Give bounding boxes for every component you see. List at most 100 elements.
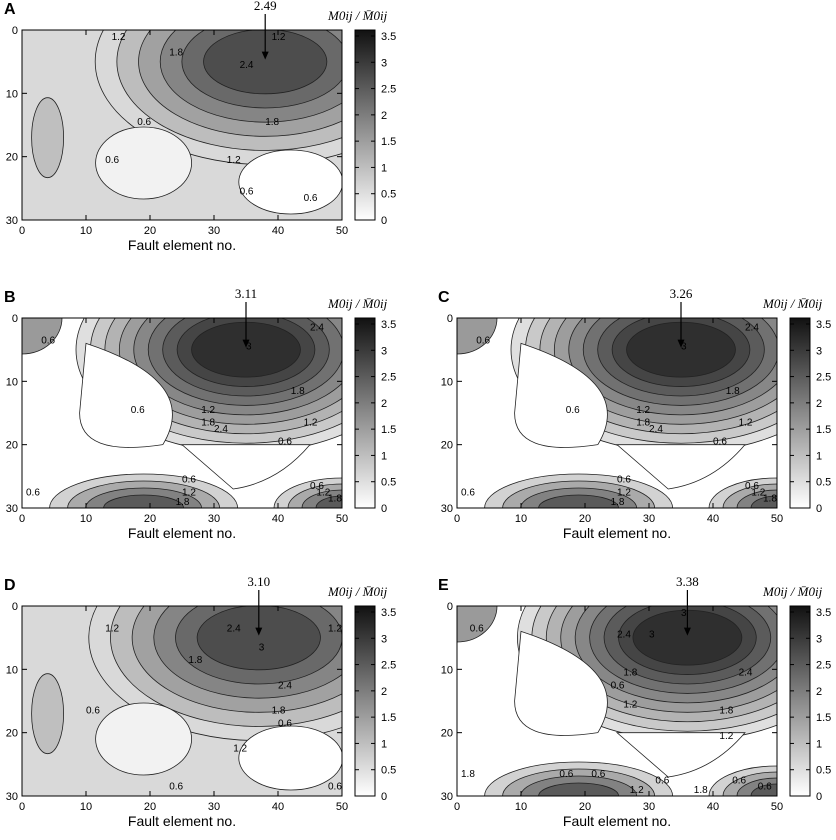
contour-band: [514, 630, 608, 736]
contour-band: [95, 702, 192, 776]
peak-arrowhead: [261, 51, 269, 60]
colorbar-tick-label: 1: [381, 738, 387, 750]
colorbar-gradient: [354, 317, 376, 509]
plot-frame: [21, 317, 343, 509]
x-tick-label: 40: [707, 513, 719, 525]
colorbar: 0 0.5 1 1.5 2 2.5 3 3.5 M0ij / M̄0ij: [762, 584, 831, 803]
contour-label: 1.2: [227, 155, 241, 166]
colorbar-tick-label: 3: [816, 633, 822, 645]
contour-label: 2.4: [240, 60, 254, 71]
panel-label: B: [4, 289, 16, 306]
contour-label: 0.6: [732, 775, 746, 786]
x-tick-label: 10: [80, 513, 92, 525]
colorbar-tick-label: 0: [816, 791, 822, 803]
contour-label: 0.6: [131, 405, 145, 416]
contour-label: 3: [681, 608, 687, 619]
peak-arrowhead: [255, 627, 263, 636]
colorbar-tick-label: 1: [381, 450, 387, 462]
x-tick-label: 30: [208, 801, 220, 813]
contour-band: [22, 318, 63, 355]
y-tick-label: 30: [6, 503, 18, 515]
colorbar-label: M0ij / M̄0ij: [762, 296, 823, 311]
contour-label: 1.8: [694, 785, 708, 796]
colorbar-tick-label: 2: [381, 398, 387, 410]
contour-label: 1.8: [291, 386, 305, 397]
colorbar-tick-label: 1: [816, 450, 822, 462]
panel-label: C: [438, 289, 450, 306]
peak-arrowhead: [242, 339, 250, 348]
colorbar-tick-label: 0.5: [816, 477, 831, 489]
y-tick-label: 0: [447, 313, 453, 325]
plot-area: 1.2 1.8 2.4 1.8 1.2 1.2 0.6 0.6 0.6 0.6 0 10 20 30 40 5…: [6, 0, 348, 253]
contour-band: [203, 30, 328, 95]
x-tick-label: 40: [272, 513, 284, 525]
colorbar-tick-label: 2: [816, 686, 822, 698]
x-axis-label: Fault element no.: [128, 813, 236, 829]
colorbar-tick-label: 2.5: [381, 84, 396, 96]
contour-label: 1.2: [201, 405, 215, 416]
panel-c: C0.60.6 1.21.82.432.41.81.20.60.61.21.80.…: [438, 286, 831, 541]
contour-label: 1.8: [623, 668, 637, 679]
contour-label: 0.6: [611, 680, 625, 691]
colorbar-tick-label: 0: [381, 503, 387, 515]
colorbar-tick-label: 2.5: [381, 372, 396, 384]
colorbar-tick-label: 3.5: [816, 607, 831, 619]
y-tick-label: 20: [6, 728, 18, 740]
contour-label: 1.2: [316, 487, 330, 498]
plot-frame: [456, 317, 778, 509]
contour-label: 0.6: [105, 155, 119, 166]
colorbar-tick-label: 3: [816, 345, 822, 357]
contour-label: 0.6: [41, 335, 55, 346]
contour-label: 0.6: [461, 487, 475, 498]
contour-label: 1.8: [188, 655, 202, 666]
y-tick-label: 0: [12, 25, 18, 37]
peak-arrowhead: [677, 339, 685, 348]
contour-label: 2.4: [739, 668, 753, 679]
y-tick-label: 10: [6, 376, 18, 388]
contour-band: [457, 606, 498, 643]
y-tick-label: 20: [441, 440, 453, 452]
plot-frame: [21, 605, 343, 797]
colorbar-label: M0ij / M̄0ij: [327, 296, 388, 311]
contour-label: 0.6: [713, 437, 727, 448]
contour-band: [615, 444, 746, 490]
x-tick-label: 40: [272, 225, 284, 237]
contour-label: 1.2: [233, 744, 247, 755]
contour-label: 0.6: [278, 437, 292, 448]
peak-arrowhead: [683, 627, 691, 636]
contour-band: [180, 444, 311, 490]
colorbar-tick-label: 0: [381, 791, 387, 803]
colorbar-tick-label: 3: [381, 57, 387, 69]
contour-label: 1.8: [611, 497, 625, 508]
colorbar-tick-label: 1: [816, 738, 822, 750]
peak-value-label: 3.26: [670, 286, 693, 301]
contour-label: 1.2: [328, 623, 342, 634]
colorbar-tick-label: 3: [381, 345, 387, 357]
colorbar-gradient: [789, 317, 811, 509]
contour-label: 1.2: [182, 487, 196, 498]
colorbar-tick-label: 0.5: [816, 765, 831, 777]
y-tick-label: 10: [6, 88, 18, 100]
contour-label: 1.8: [176, 497, 190, 508]
colorbar-tick-label: 2: [381, 686, 387, 698]
panel-label: A: [4, 1, 16, 18]
peak-value-label: 3.38: [676, 574, 699, 589]
x-tick-label: 20: [579, 801, 591, 813]
contour-label: 1.2: [112, 32, 126, 43]
x-tick-label: 20: [144, 513, 156, 525]
colorbar: 0 0.5 1 1.5 2 2.5 3 3.5 M0ij / M̄0ij: [327, 296, 396, 515]
colorbar-tick-label: 1.5: [381, 424, 396, 436]
contour-label: 1.2: [636, 405, 650, 416]
y-tick-label: 30: [6, 215, 18, 227]
contour-label: 1.8: [726, 386, 740, 397]
x-tick-label: 0: [19, 801, 25, 813]
contour-label: 1.8: [265, 117, 279, 128]
contour-label: 0.6: [617, 475, 631, 486]
contour-label: 1.8: [461, 769, 475, 780]
contour-band: [750, 783, 777, 796]
y-tick-label: 0: [447, 601, 453, 613]
colorbar-tick-label: 3.5: [381, 607, 396, 619]
panel-label: E: [438, 577, 449, 594]
contour-label: 3: [246, 342, 252, 353]
